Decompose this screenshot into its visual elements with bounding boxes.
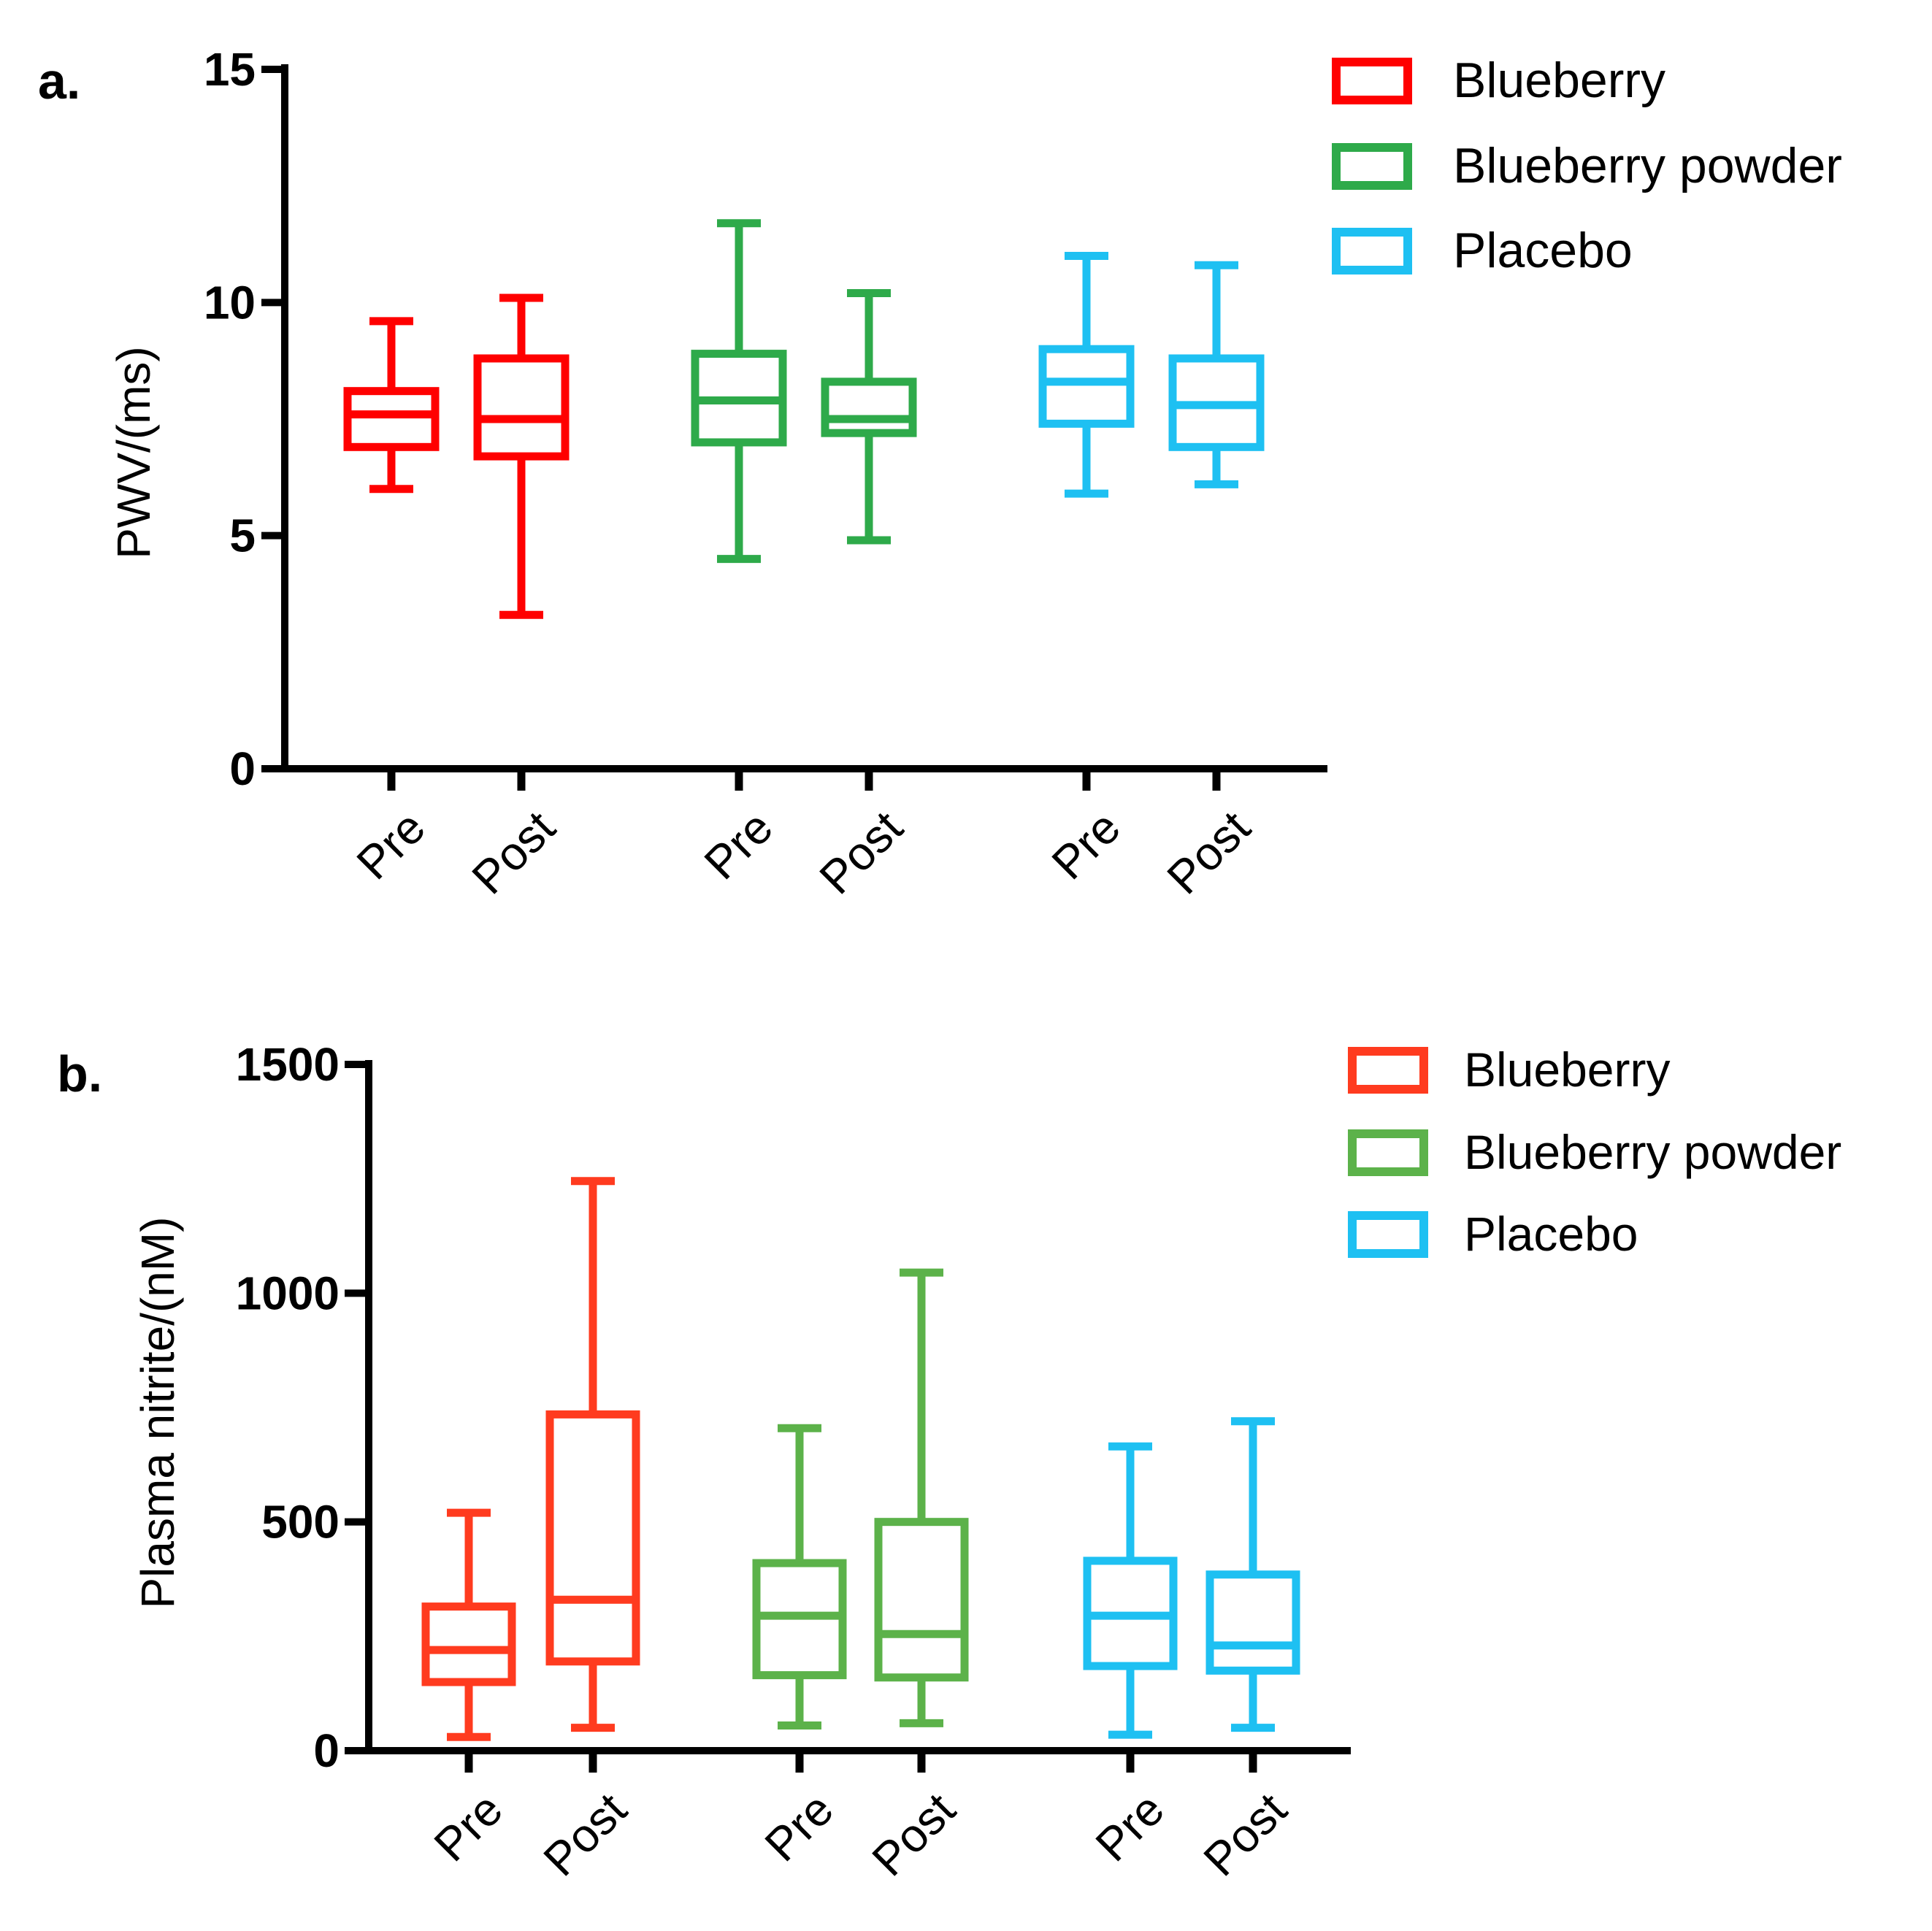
panel-b-x-tick-label: Pre [424, 1783, 513, 1871]
panel-a-y-tick-label: 15 [204, 43, 256, 96]
box-iqr [545, 1410, 640, 1666]
panel-b-label: b. [57, 1045, 102, 1102]
panel-a-legend-label: Placebo [1453, 223, 1633, 278]
panel-b-y-tick-labels: 0 500 1000 1500 [236, 1038, 340, 1777]
panel-b: b. Plasma nitrite/(nM) 0 500 1000 1500 P… [57, 1038, 1841, 1886]
panel-a-x-tick-label: Post [461, 801, 565, 905]
panel-b-x-tick-label: Post [1193, 1783, 1297, 1886]
panel-b-y-tick-label: 1000 [236, 1267, 340, 1319]
box-iqr [1038, 345, 1135, 428]
box-a-5 [1168, 261, 1265, 488]
panel-a: a. PWV/(ms) 0 5 10 15 Pre Post Pre Post … [38, 43, 1842, 904]
box-a-0 [343, 317, 440, 494]
panel-b-legend-swatch [1348, 1129, 1428, 1176]
box-a-2 [691, 219, 787, 564]
panel-b-y-tick-label: 0 [313, 1724, 340, 1777]
panel-a-x-tick-label: Post [809, 801, 913, 905]
panel-a-legend: Blueberry Blueberry powder Placebo [1332, 53, 1842, 278]
panel-b-x-tick-label: Post [533, 1783, 637, 1886]
box-iqr [821, 377, 917, 437]
panel-b-legend-label: Blueberry [1464, 1043, 1670, 1097]
box-b-2 [752, 1424, 847, 1730]
panel-b-x-tick-labels: Pre Post Pre Post Pre Post [424, 1783, 1297, 1886]
box-b-4 [1083, 1442, 1178, 1739]
panel-b-y-tick-label: 500 [261, 1496, 340, 1548]
panel-b-legend: Blueberry Blueberry powder Placebo [1348, 1043, 1841, 1261]
panel-a-legend-label: Blueberry [1453, 53, 1665, 108]
panel-a-x-tick-labels: Pre Post Pre Post Pre Post [347, 801, 1260, 905]
panel-b-legend-swatch [1348, 1047, 1428, 1094]
panel-a-x-tick-label: Post [1157, 801, 1260, 905]
box-b-5 [1205, 1417, 1300, 1732]
panel-a-legend-label: Blueberry powder [1453, 138, 1842, 193]
panel-a-legend-swatch [1332, 58, 1412, 104]
panel-a-x-tick-label: Pre [1042, 801, 1130, 889]
box-iqr [421, 1602, 516, 1686]
box-iqr [1205, 1570, 1300, 1675]
panel-b-x-tick-label: Pre [1086, 1783, 1174, 1871]
panel-b-legend-label: Placebo [1464, 1207, 1638, 1261]
panel-b-y-ticks [345, 1061, 369, 1754]
box-b-0 [421, 1508, 516, 1741]
panel-b-legend-swatch [1348, 1211, 1428, 1258]
panel-a-x-tick-label: Pre [694, 801, 783, 889]
panel-a-y-tick-label: 10 [204, 276, 256, 329]
box-b-3 [874, 1268, 969, 1727]
panel-b-x-tick-label: Post [862, 1783, 965, 1886]
box-iqr [874, 1518, 969, 1682]
panel-a-y-tick-labels: 0 5 10 15 [204, 43, 256, 795]
box-a-4 [1038, 251, 1135, 498]
panel-b-boxes [421, 1177, 1300, 1773]
panel-a-x-tick-label: Pre [347, 801, 435, 889]
panel-b-legend-label: Blueberry powder [1464, 1125, 1841, 1179]
panel-b-x-tick-label: Pre [755, 1783, 843, 1871]
panel-b-y-tick-label: 1500 [236, 1038, 340, 1091]
box-b-1 [545, 1177, 640, 1732]
panel-a-y-tick-label: 5 [229, 510, 256, 562]
panel-a-y-axis-label: PWV/(ms) [107, 346, 160, 559]
panel-a-legend-swatch [1332, 228, 1412, 275]
panel-a-boxes [343, 219, 1265, 791]
panel-b-y-axis-label: Plasma nitrite/(nM) [131, 1217, 184, 1609]
panel-a-y-tick-label: 0 [229, 742, 256, 795]
panel-a-legend-swatch [1332, 143, 1412, 190]
panel-a-label: a. [38, 53, 80, 110]
box-iqr [343, 387, 440, 451]
box-a-3 [821, 289, 917, 545]
box-a-1 [473, 293, 570, 619]
box-iqr [473, 354, 570, 461]
panel-a-y-ticks [261, 66, 285, 772]
